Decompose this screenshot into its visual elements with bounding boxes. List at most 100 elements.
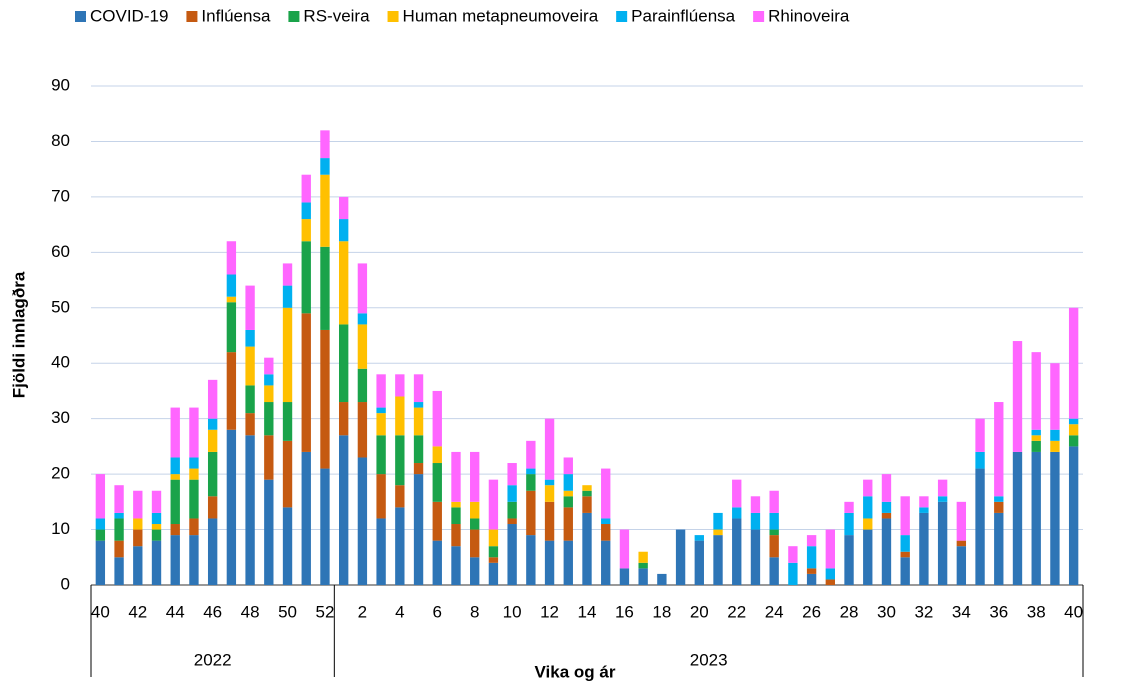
bar-segment — [301, 241, 311, 314]
x-tick-label: 48 — [241, 602, 260, 621]
bar-segment — [207, 496, 218, 519]
bar-segment — [937, 479, 948, 497]
bar-segment — [282, 263, 293, 286]
y-tick-label: 20 — [51, 464, 70, 483]
y-axis-title: Fjöldi innlagðra — [9, 271, 28, 398]
bar-segment — [638, 551, 648, 563]
bar-segment — [357, 313, 368, 325]
bar-segment — [151, 524, 162, 530]
x-tick-label: 32 — [914, 602, 933, 621]
bar-segment — [432, 463, 442, 502]
bar-segment — [582, 485, 592, 491]
bar-segment — [114, 557, 124, 585]
bar-segment — [769, 529, 779, 536]
bar-segment — [507, 485, 517, 502]
bar-segment — [601, 468, 611, 519]
bar-segment — [806, 546, 817, 569]
bar-segment — [320, 174, 330, 247]
bar-segment — [95, 540, 106, 585]
bar-segment — [900, 557, 910, 585]
bar-segment — [544, 485, 555, 502]
bar-segment — [563, 474, 573, 491]
y-tick-label: 70 — [51, 186, 70, 205]
bar-segment — [825, 529, 835, 569]
bar-segment — [619, 568, 630, 585]
bar-segment — [806, 568, 817, 574]
bar-segment — [563, 540, 573, 585]
bar-segment — [451, 524, 461, 547]
bar-segment — [507, 501, 517, 519]
bar-segment — [189, 535, 199, 585]
bar-segment — [488, 529, 499, 547]
bar-segment — [413, 474, 424, 585]
bar-segment — [413, 463, 424, 475]
bar-segment — [226, 352, 237, 430]
bar-segment — [357, 457, 368, 585]
y-tick-label: 40 — [51, 353, 70, 372]
bar-segment — [170, 535, 180, 585]
bar-segment — [376, 435, 386, 475]
bar-segment — [395, 485, 405, 508]
bar-segment — [264, 402, 274, 436]
bar-segment — [507, 463, 517, 486]
x-tick-label: 6 — [433, 602, 442, 621]
bar-segment — [1068, 307, 1079, 419]
bar-segment — [114, 485, 124, 513]
bar-segment — [601, 540, 611, 585]
bar-segment — [413, 435, 424, 464]
bar-segment — [339, 324, 349, 403]
bar-segment — [694, 535, 704, 541]
bar-segment — [638, 562, 648, 569]
bar-segment — [844, 535, 854, 585]
bar-segment — [1050, 363, 1060, 430]
bar-segment — [507, 518, 517, 525]
bar-segment — [245, 346, 255, 386]
bar-segment — [264, 479, 274, 585]
bar-segment — [900, 551, 910, 558]
bar-segment — [95, 474, 106, 519]
y-tick-label: 60 — [51, 242, 70, 261]
bar-segment — [470, 518, 480, 530]
bar-segment — [395, 435, 405, 486]
bar-segment — [226, 429, 237, 585]
bar-segment — [919, 512, 929, 585]
bar-segment — [1050, 440, 1060, 452]
bar-segment — [526, 440, 536, 469]
bar-segment — [376, 374, 386, 408]
group-label: 2022 — [194, 650, 232, 669]
bar-segment — [994, 402, 1004, 497]
x-tick-label: 28 — [840, 602, 859, 621]
bar-segment — [320, 158, 330, 175]
bar-segment — [432, 501, 442, 541]
bar-segment — [544, 501, 555, 541]
bar-segment — [732, 507, 742, 519]
bar-segment — [451, 451, 461, 502]
bar-segment — [357, 263, 368, 314]
bar-segment — [470, 451, 480, 502]
bar-segment — [769, 535, 779, 558]
x-tick-label: 34 — [952, 602, 971, 621]
bar-segment — [226, 241, 237, 275]
bar-segment — [863, 529, 873, 585]
bar-segment — [488, 479, 499, 530]
bar-segment — [151, 529, 162, 541]
bar-segment — [413, 407, 424, 436]
bar-segment — [1031, 451, 1041, 585]
bar-segment — [1068, 435, 1079, 447]
bar-segment — [657, 573, 667, 585]
bar-segment — [320, 246, 330, 330]
bar-segment — [339, 219, 349, 242]
bar-segment — [189, 468, 199, 480]
bar-segment — [151, 540, 162, 585]
bar-segment — [1050, 451, 1060, 585]
bar-segment — [881, 518, 892, 585]
bar-segment — [95, 529, 106, 541]
bar-segment — [956, 540, 967, 547]
bar-segment — [563, 496, 573, 508]
bar-segment — [713, 512, 723, 530]
bar-segment — [432, 446, 442, 464]
bar-segment — [339, 435, 349, 585]
x-tick-label: 40 — [1064, 602, 1083, 621]
bar-segment — [1031, 352, 1041, 430]
